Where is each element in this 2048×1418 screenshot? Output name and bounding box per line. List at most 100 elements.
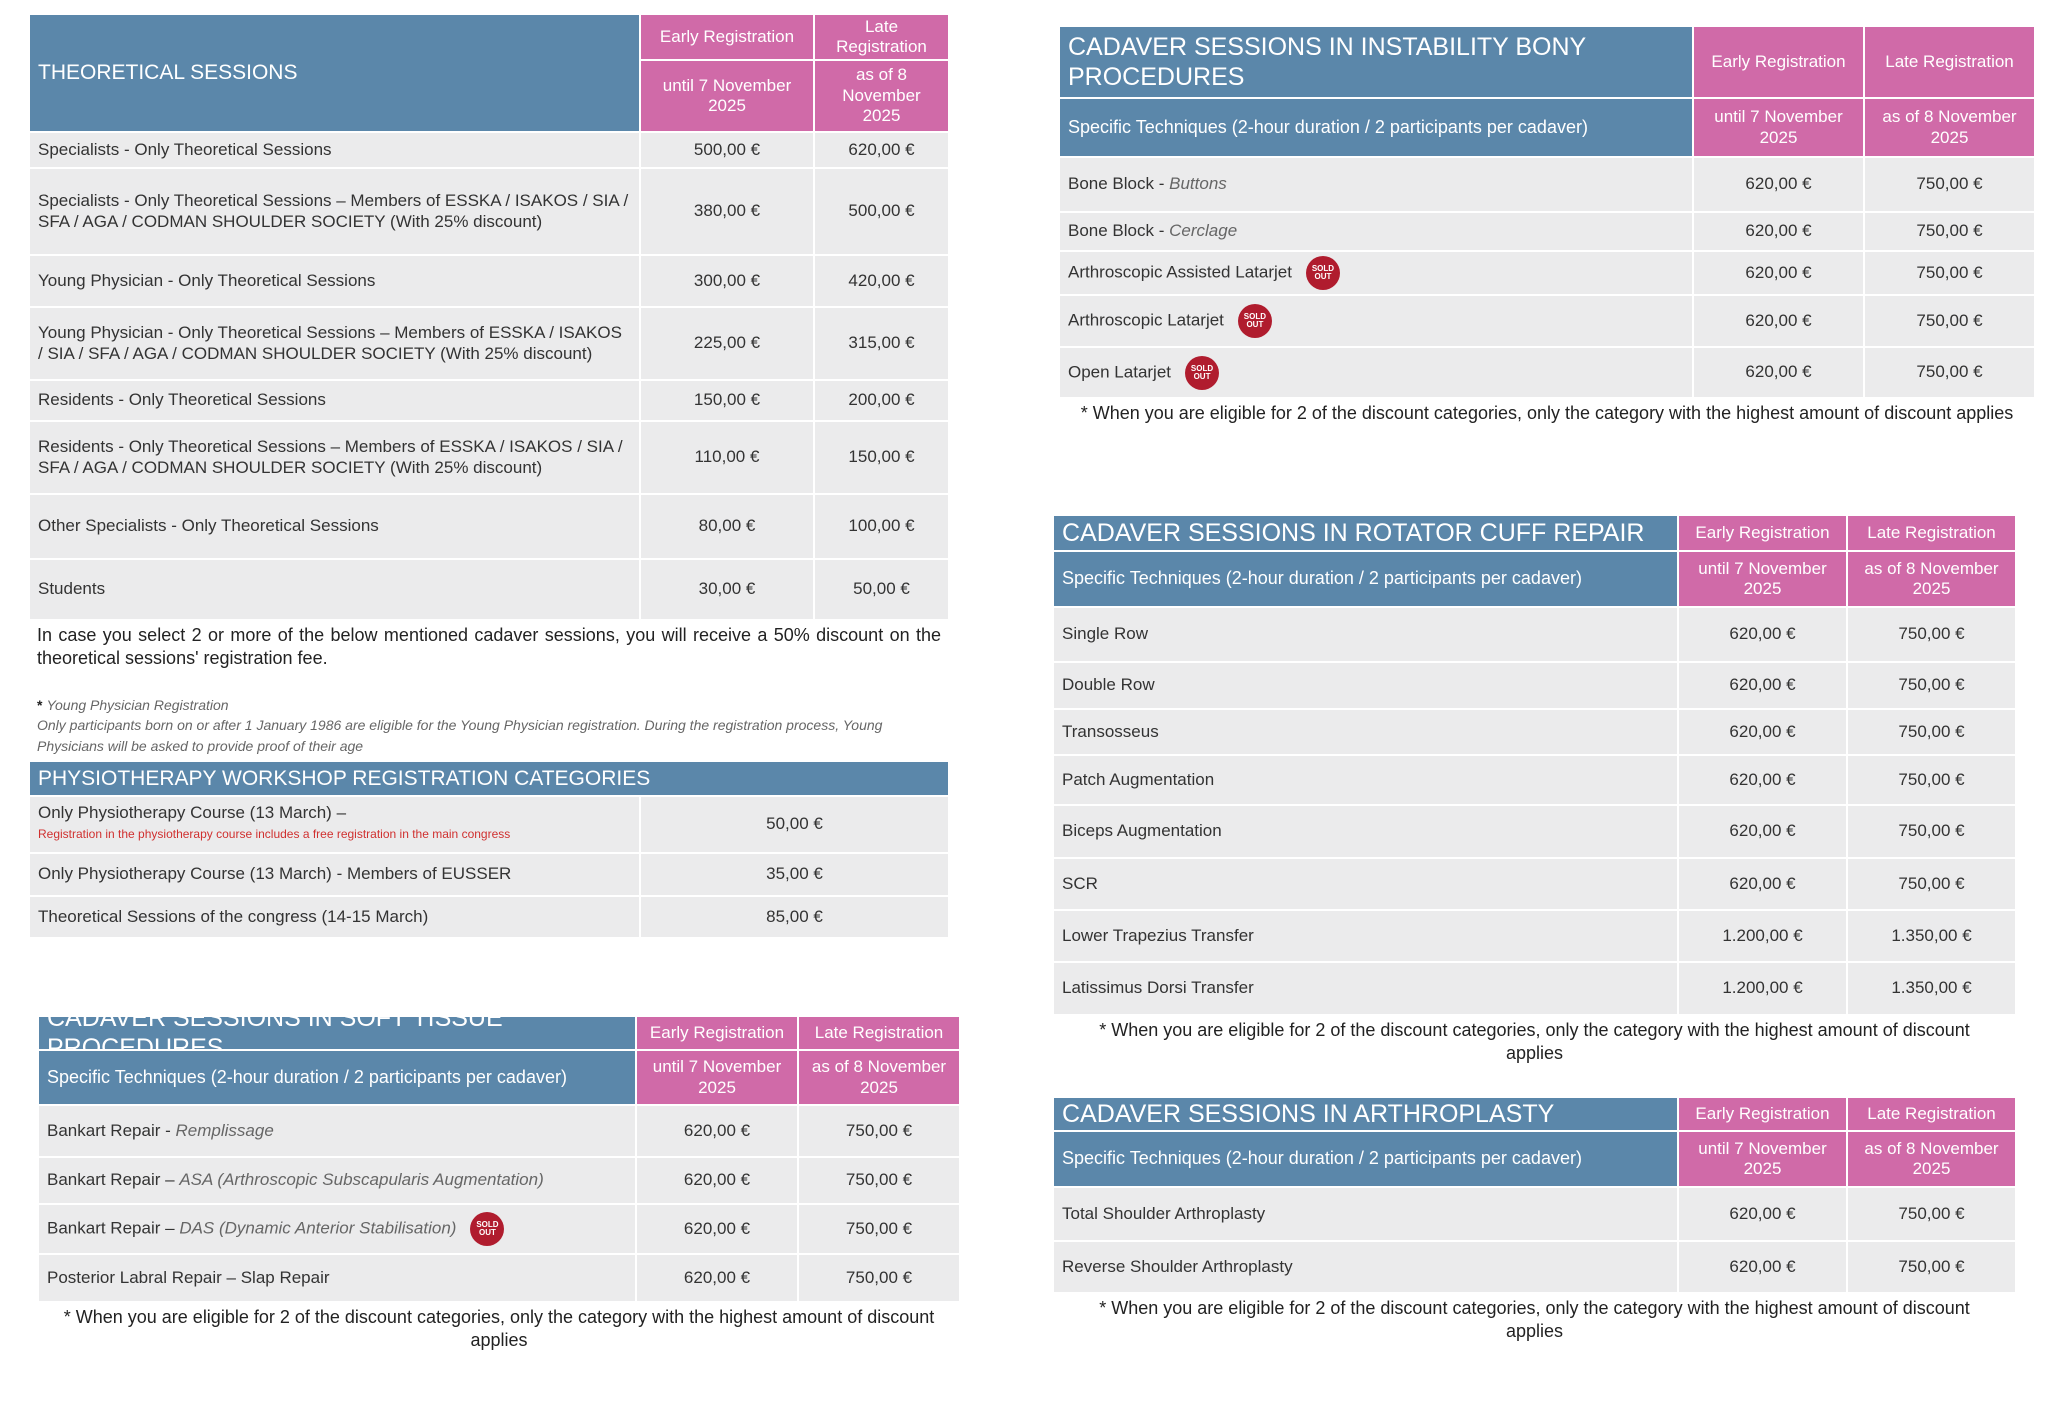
price: 620,00 €: [683, 1218, 751, 1238]
note-text: Only participants born on or after 1 Jan…: [37, 717, 883, 754]
price-cell: 35,00 €: [640, 853, 949, 896]
label: Young Physician - Only Theoretical Sessi…: [38, 323, 622, 363]
row-label: Patch Augmentation: [1053, 755, 1678, 805]
label: Arthroscopic Assisted Latarjet: [1068, 262, 1292, 282]
price-cell: 620,00 €: [636, 1204, 798, 1254]
label-wrap: Only Physiotherapy Course (13 March) – Re…: [38, 803, 510, 846]
price: 750,00 €: [1898, 1203, 1965, 1223]
price: 35,00 €: [766, 864, 823, 884]
price: 420,00 €: [848, 270, 915, 290]
sold-out-badge: SOLD OUT: [1237, 304, 1272, 338]
label: Residents - Only Theoretical Sessions: [38, 390, 326, 410]
section-title: CADAVER SESSIONS IN INSTABILITY BONY PRO…: [1059, 26, 1693, 98]
label-wrap: Theoretical Sessions of the congress (14…: [38, 907, 428, 927]
price: 380,00 €: [693, 201, 761, 221]
late-label: Late Registration: [1867, 522, 1996, 542]
footnote: * When you are eligible for 2 of the dis…: [1080, 403, 2014, 423]
title: THEORETICAL SESSIONS: [38, 61, 298, 85]
label-wrap: Lower Trapezius Transfer: [1062, 926, 1254, 946]
label: Bankart Repair –: [47, 1170, 175, 1190]
col-header: as of 8 November 2025: [1864, 98, 2035, 157]
label-wrap: Open Latarjet SOLD OUT: [1068, 355, 1220, 390]
label-wrap: Specialists - Only Theoretical Sessions: [38, 140, 332, 160]
price-cell: 750,00 €: [1847, 805, 2016, 858]
price-cell: 620,00 €: [1693, 251, 1864, 295]
late-label: Late Registration: [814, 1022, 944, 1042]
price: 620,00 €: [1729, 624, 1796, 644]
label-wrap: Latissimus Dorsi Transfer: [1062, 978, 1254, 998]
late-label: Late Registration: [1867, 1103, 1996, 1123]
price: 620,00 €: [1729, 769, 1796, 789]
price-cell: 620,00 €: [1693, 295, 1864, 347]
early-label: Early Registration: [1711, 51, 1846, 71]
price: 620,00 €: [1729, 821, 1796, 841]
price-cell: 500,00 €: [814, 168, 949, 255]
price-cell: 30,00 €: [640, 559, 814, 620]
price: 85,00 €: [766, 906, 823, 926]
price: 110,00 €: [694, 447, 760, 467]
row-label: Double Row: [1053, 662, 1678, 709]
price: 620,00 €: [1745, 310, 1812, 330]
late-date: as of 8 November 2025: [811, 1057, 947, 1097]
label-wrap: Bankart Repair - Remplissage: [47, 1121, 274, 1141]
price: 150,00 €: [848, 447, 915, 467]
price-cell: 750,00 €: [1847, 607, 2016, 662]
price-cell: 750,00 €: [798, 1157, 960, 1204]
price-cell: 110,00 €: [640, 421, 814, 494]
price: 750,00 €: [1916, 174, 1983, 194]
col-header: Early Registration: [1678, 1097, 1847, 1131]
label: Posterior Labral Repair – Slap Repair: [47, 1267, 330, 1287]
price: 620,00 €: [848, 139, 915, 159]
footnote: * When you are eligible for 2 of the dis…: [1099, 1298, 1970, 1342]
price-cell: 620,00 €: [636, 1157, 798, 1204]
price-cell: 620,00 €: [1678, 805, 1847, 858]
label-wrap: Residents - Only Theoretical Sessions – …: [38, 437, 631, 478]
col-header: as of 8 November 2025: [814, 60, 949, 132]
young-note: * Young Physician Registration Only partic…: [37, 695, 947, 756]
price-cell: 620,00 €: [1678, 607, 1847, 662]
note: Registration in the physiotherapy course…: [38, 827, 511, 842]
price-cell: 750,00 €: [798, 1254, 960, 1302]
label-wrap: Patch Augmentation: [1062, 770, 1214, 790]
marker: *: [37, 697, 43, 713]
label: Bankart Repair –: [47, 1218, 175, 1238]
label: Patch Augmentation: [1062, 769, 1215, 789]
section-subtitle: Specific Techniques (2-hour duration / 2…: [38, 1050, 636, 1105]
row-label: Bone Block - Cerclage: [1059, 212, 1693, 251]
title: CADAVER SESSIONS IN ROTATOR CUFF REPAIR: [1062, 519, 1645, 547]
early-date: until 7 November 2025: [662, 75, 792, 115]
label-wrap: Biceps Augmentation: [1062, 821, 1222, 841]
label-wrap: Reverse Shoulder Arthroplasty: [1062, 1257, 1293, 1277]
col-header: until 7 November 2025: [636, 1050, 798, 1105]
row-label: Bankart Repair – DAS (Dynamic Anterior S…: [38, 1204, 636, 1254]
col-header: Early Registration: [1678, 515, 1847, 551]
price: 315,00 €: [848, 333, 915, 353]
price-cell: 750,00 €: [1847, 662, 2016, 709]
price: 620,00 €: [1729, 675, 1796, 695]
price-cell: 80,00 €: [640, 494, 814, 559]
label-wrap: Bankart Repair – DAS (Dynamic Anterior S…: [47, 1212, 505, 1246]
label-wrap: Young Physician - Only Theoretical Sessi…: [38, 271, 375, 291]
price: 750,00 €: [1916, 262, 1983, 282]
section-subtitle: Specific Techniques (2-hour duration / 2…: [1059, 98, 1693, 157]
col-header: Late Registration: [814, 14, 949, 60]
early-date: until 7 November 2025: [1714, 107, 1843, 147]
col-header: until 7 November 2025: [1678, 1131, 1847, 1187]
col-header: until 7 November 2025: [1678, 551, 1847, 607]
price-cell: 620,00 €: [1693, 347, 1864, 398]
sold-out-badge: SOLD OUT: [470, 1212, 505, 1246]
row-label: Students: [29, 559, 640, 620]
label: Bone Block -: [1068, 221, 1165, 241]
price: 620,00 €: [1745, 221, 1812, 241]
price-cell: 750,00 €: [1847, 1187, 2016, 1241]
label: Transosseus: [1062, 721, 1159, 741]
price-cell: 150,00 €: [814, 421, 949, 494]
price-cell: 1.350,00 €: [1847, 962, 2016, 1015]
section-title: THEORETICAL SESSIONS: [29, 14, 640, 132]
price-cell: 1.350,00 €: [1847, 910, 2016, 962]
label-wrap: Bone Block - Cerclage: [1068, 221, 1237, 241]
label: Specialists - Only Theoretical Sessions: [38, 139, 332, 159]
price: 620,00 €: [1745, 262, 1812, 282]
title: CADAVER SESSIONS IN SOFT TISSUE PROCEDUR…: [47, 1004, 503, 1062]
